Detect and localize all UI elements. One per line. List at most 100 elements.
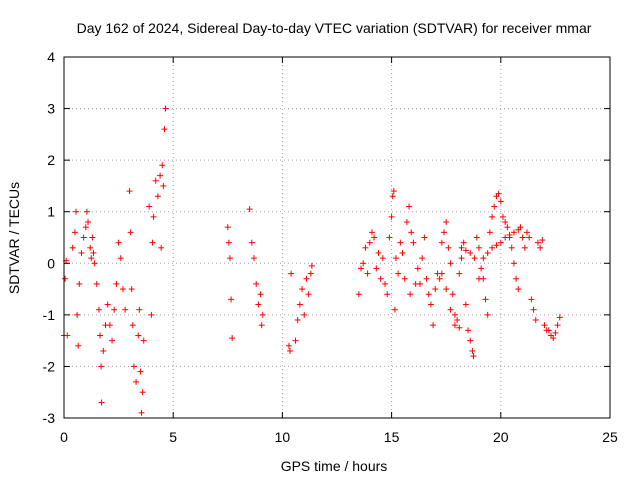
data-point [486,229,493,236]
data-point [484,249,491,256]
data-point [135,332,142,339]
data-point [246,206,253,213]
data-point [69,244,76,251]
data-point [467,249,474,256]
x-axis-label: GPS time / hours [281,458,388,474]
data-point [521,244,528,251]
data-point [225,239,232,246]
data-point [140,337,147,344]
data-point [377,275,384,282]
data-point [513,275,520,282]
data-point [502,234,509,241]
data-point [489,213,496,220]
data-point [358,265,365,272]
data-point [475,275,482,282]
plot-frame [63,56,611,419]
data-point [471,255,478,262]
data-point [362,244,369,251]
y-tick-label: 1 [47,204,55,220]
data-point [73,208,80,215]
data-point [90,249,97,256]
data-point [482,296,489,303]
data-point [303,275,310,282]
data-point [98,363,105,370]
data-point [475,244,482,251]
data-point [539,237,546,244]
data-point [419,255,426,262]
data-point [148,311,155,318]
data-point [259,311,266,318]
data-point [87,244,94,251]
data-point [499,213,506,220]
data-point [421,234,428,241]
data-point [515,286,522,293]
data-point [138,409,145,416]
data-point [489,244,496,251]
data-point [480,255,487,262]
data-point [515,226,522,233]
data-point [296,301,303,308]
data-point [441,229,448,236]
data-point [508,244,515,251]
data-point [88,255,95,262]
data-point [497,198,504,205]
data-point [224,224,231,231]
data-point [532,317,539,324]
data-point [530,306,537,313]
data-point [510,260,517,267]
data-point [552,329,559,336]
data-point [451,322,458,329]
data-point [392,255,399,262]
data-point [226,255,233,262]
data-point [384,291,391,298]
y-tick-label: -3 [43,410,56,426]
data-point [443,286,450,293]
data-point [373,265,380,272]
data-point [129,322,136,329]
data-point [364,270,371,277]
data-point [355,291,362,298]
data-point [80,234,87,241]
data-point [491,203,498,210]
data-point [82,224,89,231]
data-point [100,347,107,354]
data-point [390,188,397,195]
data-point [128,286,135,293]
data-point [497,239,504,246]
data-point [149,239,156,246]
data-point [117,255,124,262]
x-tick-label: 25 [602,429,618,445]
data-point [550,335,557,342]
x-tick-label: 10 [275,429,291,445]
data-point [484,311,491,318]
data-point [133,378,140,385]
data-point [229,335,236,342]
y-tick-label: -2 [43,358,56,374]
data-point [456,270,463,277]
data-point [445,244,452,251]
data-point [462,247,469,254]
data-point [493,242,500,249]
data-point [255,301,262,308]
chart-title: Day 162 of 2024, Sidereal Day-to-day VTE… [77,20,592,36]
data-point [257,291,264,298]
data-point [127,229,134,236]
data-point [528,296,535,303]
data-point [93,280,100,287]
data-point [391,306,398,313]
data-point [137,368,144,375]
data-point [158,244,165,251]
data-point [106,322,113,329]
data-point [251,255,258,262]
data-point [495,190,502,197]
x-tick-label: 20 [493,429,509,445]
data-point [157,172,164,179]
data-points [61,105,563,416]
data-point [248,239,255,246]
data-point [389,193,396,200]
data-point [414,265,421,272]
data-point [136,306,143,313]
data-point [154,193,161,200]
data-point [78,249,85,256]
